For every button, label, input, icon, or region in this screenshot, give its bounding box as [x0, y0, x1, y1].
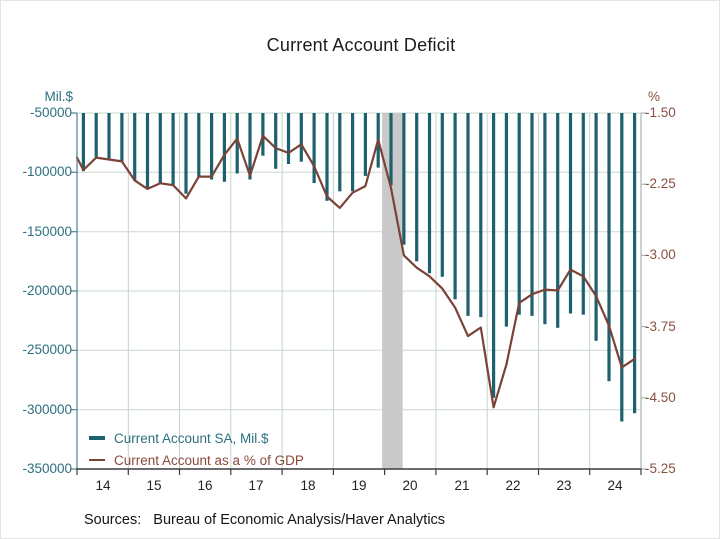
chart-title: Current Account Deficit	[266, 35, 456, 55]
x-axis-tick-label: 17	[248, 478, 264, 493]
x-axis-tick-label: 24	[607, 478, 623, 493]
left-axis-tick-label: -100000	[22, 164, 72, 179]
right-axis-tick-label: -1.50	[645, 105, 676, 120]
legend-swatch-line-icon	[89, 458, 105, 462]
x-axis-tick-label: 23	[556, 478, 572, 493]
right-axis-tick-label: -4.50	[645, 390, 676, 405]
legend-item-bars: Current Account SA, Mil.$	[89, 427, 304, 449]
left-axis-tick-label: -250000	[22, 342, 72, 357]
legend: Current Account SA, Mil.$ Current Accoun…	[89, 427, 304, 471]
x-axis-tick-label: 20	[402, 478, 418, 493]
right-axis-tick-label: -3.75	[645, 319, 676, 334]
left-axis-unit-label: Mil.$	[44, 89, 73, 104]
right-axis-tick-label: -3.00	[645, 247, 676, 262]
x-axis-tick-label: 14	[95, 478, 111, 493]
right-axis-tick-label: -2.25	[645, 176, 676, 191]
source-note: Sources: Bureau of Economic Analysis/Hav…	[84, 512, 446, 528]
x-axis-tick-label: 18	[300, 478, 316, 493]
left-axis-tick-label: -350000	[22, 461, 72, 476]
x-axis-tick-label: 19	[351, 478, 367, 493]
right-axis-tick-label: -5.25	[645, 461, 676, 476]
legend-label-bars: Current Account SA, Mil.$	[114, 430, 269, 446]
left-axis-tick-label: -50000	[29, 105, 72, 120]
legend-item-line: Current Account as a % of GDP	[89, 449, 304, 471]
left-axis-tick-label: -150000	[22, 224, 72, 239]
left-axis-tick-label: -200000	[22, 283, 72, 298]
legend-label-line: Current Account as a % of GDP	[114, 452, 304, 468]
left-axis-tick-label: -300000	[22, 402, 72, 417]
legend-swatch-bars-icon	[89, 436, 105, 440]
x-axis-tick-label: 22	[505, 478, 521, 493]
x-axis-tick-label: 16	[197, 478, 213, 493]
x-axis-tick-label: 21	[454, 478, 470, 493]
right-axis-unit-label: %	[648, 89, 661, 104]
x-axis-tick-label: 15	[146, 478, 162, 493]
